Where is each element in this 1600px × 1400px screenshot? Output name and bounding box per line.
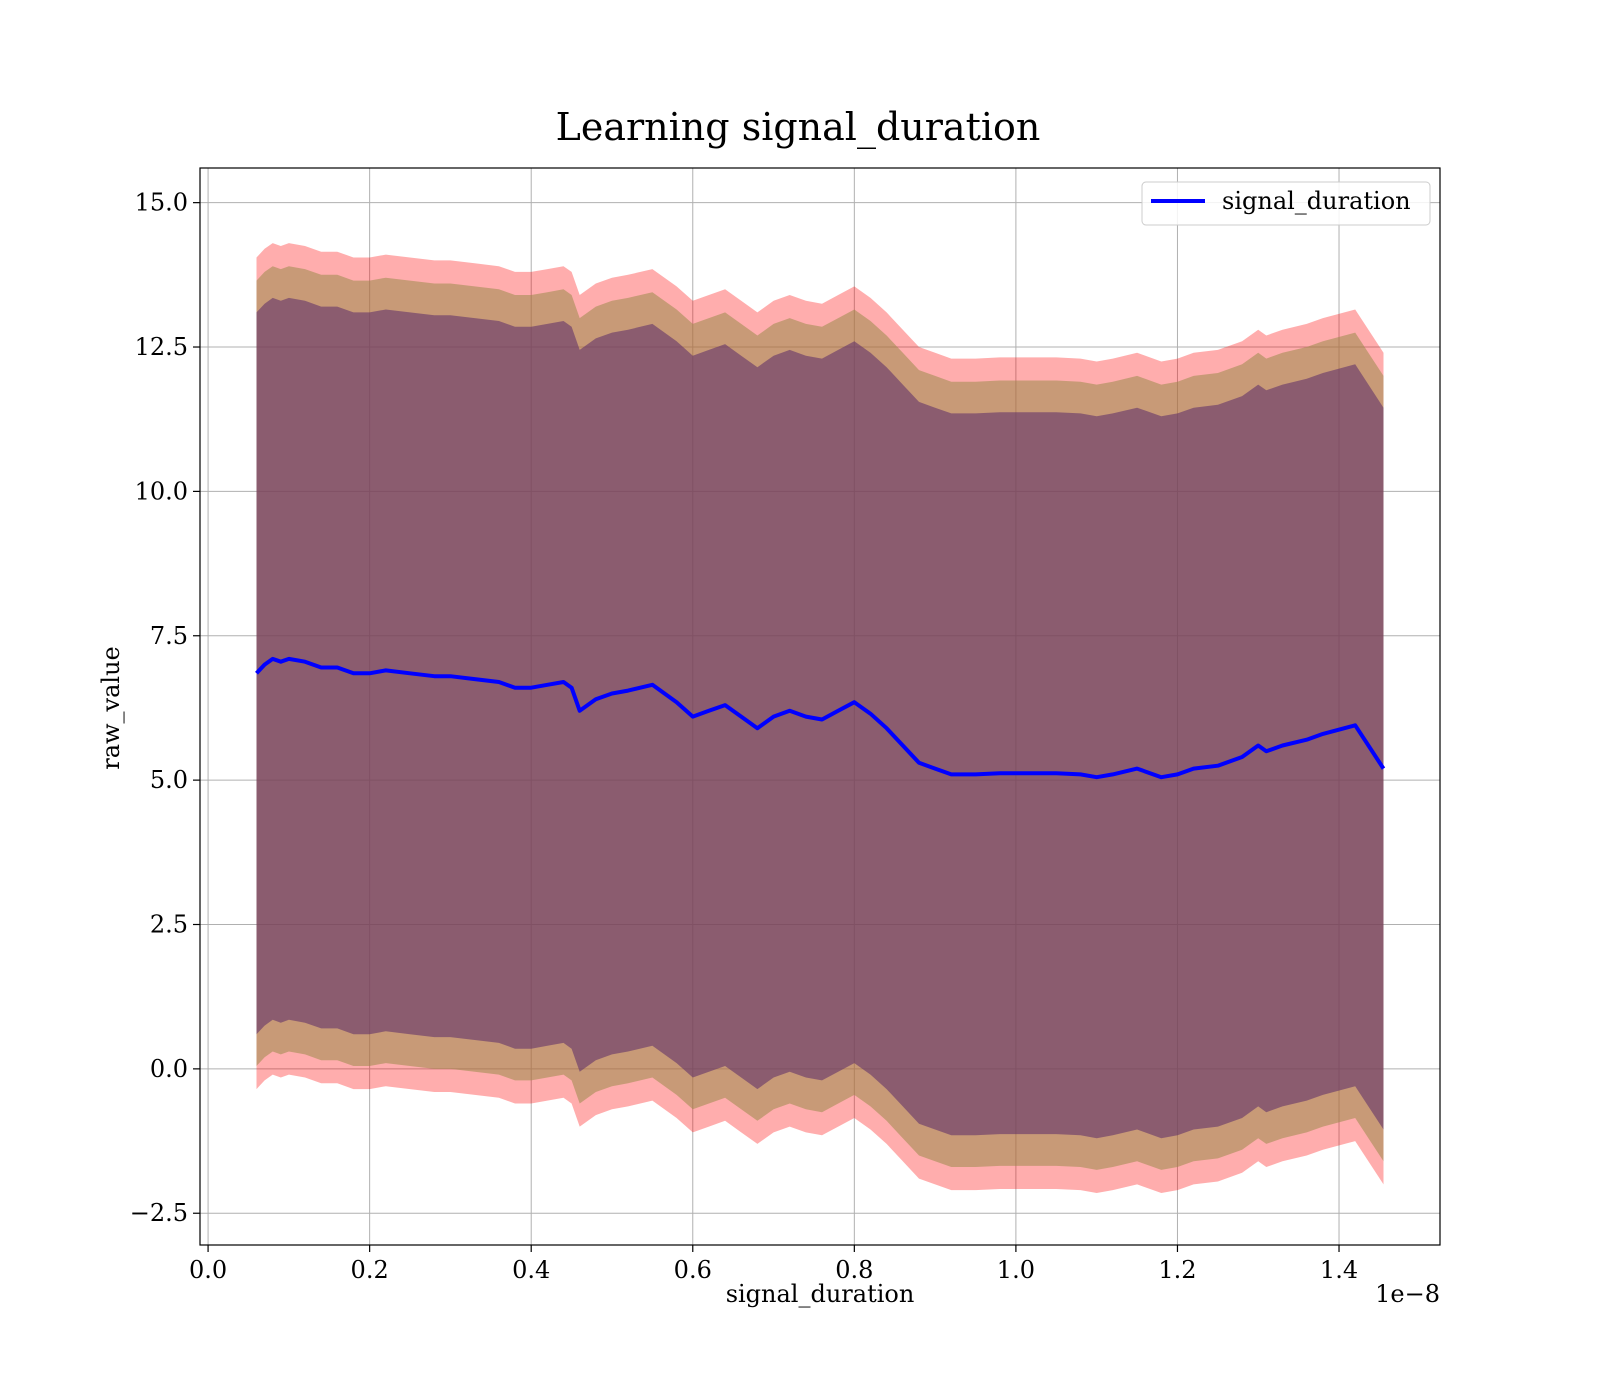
y-tick-label: 2.5 — [150, 910, 188, 938]
x-tick-label: 0.0 — [189, 1256, 227, 1284]
y-axis-label: raw_value — [97, 646, 125, 770]
x-tick-label: 0.8 — [835, 1256, 873, 1284]
x-tick-label: 0.6 — [674, 1256, 712, 1284]
y-tick-label: 7.5 — [150, 622, 188, 650]
x-axis-offset-label: 1e−8 — [1375, 1280, 1440, 1308]
x-tick-label: 1.2 — [1158, 1256, 1196, 1284]
legend: signal_duration — [1141, 181, 1431, 226]
plot-frame — [199, 167, 1441, 1246]
x-tick-label: 0.4 — [512, 1256, 550, 1284]
y-tick-label: 0.0 — [150, 1055, 188, 1083]
y-tick-label: 12.5 — [135, 333, 188, 361]
y-tick-label: 10.0 — [135, 477, 188, 505]
y-tick-label: −2.5 — [130, 1199, 188, 1227]
legend-entry-signal-duration: signal_duration — [1222, 187, 1411, 215]
x-axis: 0.0 0.2 0.4 0.6 0.8 1.0 1.2 1.4 — [189, 1245, 1358, 1284]
x-tick-label: 0.2 — [351, 1256, 389, 1284]
legend-box — [1141, 181, 1431, 226]
y-tick-label: 5.0 — [150, 766, 188, 794]
x-axis-label: signal_duration — [726, 1280, 915, 1308]
series-line-signal-duration — [255, 656, 1386, 780]
x-tick-label: 1.0 — [997, 1256, 1035, 1284]
x-tick-label: 1.4 — [1320, 1256, 1358, 1284]
chart-title: Learning signal_duration — [556, 105, 1041, 150]
series-lines — [255, 656, 1386, 780]
y-tick-label: 15.0 — [135, 189, 188, 217]
y-axis: −2.5 0.0 2.5 5.0 7.5 10.0 12.5 15.0 — [130, 189, 200, 1227]
